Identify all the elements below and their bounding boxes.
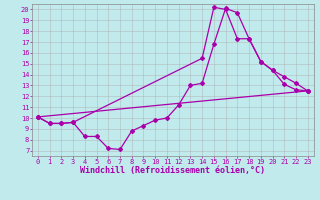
X-axis label: Windchill (Refroidissement éolien,°C): Windchill (Refroidissement éolien,°C) — [80, 166, 265, 175]
